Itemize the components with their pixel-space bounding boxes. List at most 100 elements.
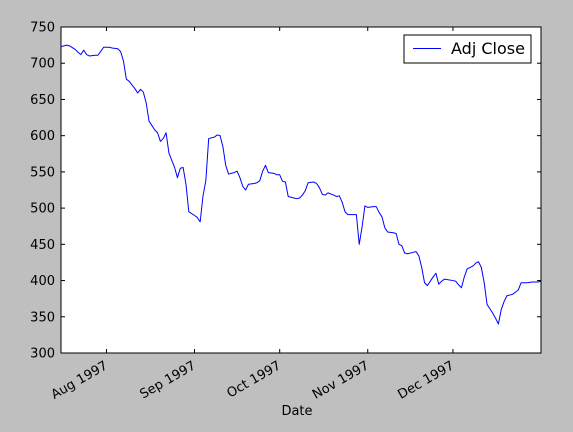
y-tick-label: 700 bbox=[30, 57, 55, 72]
data-point bbox=[161, 136, 166, 141]
data-point bbox=[419, 265, 424, 270]
data-point bbox=[277, 172, 282, 177]
data-point bbox=[524, 280, 529, 285]
data-point bbox=[340, 200, 345, 205]
x-tick-label: Oct 1997 bbox=[224, 358, 283, 401]
data-point bbox=[479, 265, 484, 270]
data-point bbox=[360, 224, 365, 229]
data-point bbox=[357, 242, 362, 247]
x-tick-label: Sep 1997 bbox=[138, 358, 199, 402]
data-point bbox=[172, 165, 177, 170]
data-point bbox=[485, 302, 490, 307]
data-point bbox=[374, 204, 379, 209]
data-point bbox=[490, 311, 495, 316]
data-point bbox=[223, 163, 228, 168]
data-point bbox=[303, 188, 308, 193]
data-point bbox=[317, 185, 322, 190]
data-point bbox=[442, 277, 447, 282]
data-point bbox=[493, 316, 498, 321]
data-point bbox=[218, 133, 223, 138]
data-point bbox=[226, 172, 231, 177]
data-point bbox=[155, 130, 160, 135]
data-point bbox=[476, 259, 481, 264]
data-point bbox=[260, 169, 265, 174]
data-point bbox=[496, 322, 501, 327]
data-point bbox=[266, 170, 271, 175]
series-layer bbox=[60, 43, 542, 327]
legend-label-adj-close: Adj Close bbox=[451, 39, 525, 58]
y-tick-label: 650 bbox=[30, 93, 55, 108]
data-point bbox=[306, 180, 311, 185]
data-point bbox=[81, 48, 86, 53]
data-point bbox=[220, 144, 225, 149]
data-point bbox=[377, 210, 382, 215]
data-point bbox=[263, 163, 268, 168]
y-tick-label: 450 bbox=[30, 238, 55, 253]
y-tick-label: 400 bbox=[30, 274, 55, 289]
legend: Adj Close bbox=[403, 34, 532, 64]
data-point bbox=[382, 225, 387, 230]
data-point bbox=[399, 243, 404, 248]
data-point bbox=[314, 181, 319, 186]
data-point bbox=[144, 101, 149, 106]
data-point bbox=[201, 193, 206, 198]
data-point bbox=[283, 180, 288, 185]
data-point bbox=[286, 194, 291, 199]
data-point bbox=[206, 136, 211, 141]
data-point bbox=[110, 46, 115, 51]
x-tick-label: Dec 1997 bbox=[395, 358, 457, 402]
data-point bbox=[425, 283, 430, 288]
data-point bbox=[87, 53, 92, 58]
data-point bbox=[385, 230, 390, 235]
data-point bbox=[243, 188, 248, 193]
y-tick-label: 750 bbox=[30, 21, 55, 36]
data-point bbox=[246, 182, 251, 187]
data-point bbox=[186, 209, 191, 214]
data-point bbox=[482, 280, 487, 285]
data-point bbox=[235, 169, 240, 174]
data-point bbox=[237, 175, 242, 180]
series-line-adj-close bbox=[60, 44, 542, 325]
data-point bbox=[502, 299, 507, 304]
data-point bbox=[325, 190, 330, 195]
data-point bbox=[257, 178, 262, 183]
data-point bbox=[118, 49, 123, 54]
data-point bbox=[166, 151, 171, 156]
data-point bbox=[504, 293, 509, 298]
data-point bbox=[164, 130, 169, 135]
data-point bbox=[459, 285, 464, 290]
plot-frame bbox=[60, 26, 542, 354]
data-point bbox=[379, 214, 384, 219]
data-point bbox=[462, 274, 467, 279]
y-tick-label: 500 bbox=[30, 202, 55, 217]
data-point bbox=[67, 43, 72, 48]
y-tick-label: 550 bbox=[30, 165, 55, 180]
x-tick-label: Aug 1997 bbox=[49, 358, 111, 402]
data-point bbox=[345, 212, 350, 217]
data-point bbox=[433, 271, 438, 276]
y-axis: 300 350 400 450 500 550 600 650 700 750 bbox=[30, 21, 541, 362]
data-point bbox=[181, 165, 186, 170]
data-point bbox=[416, 253, 421, 258]
x-tick-label: Nov 1997 bbox=[310, 358, 372, 402]
y-tick-label: 350 bbox=[30, 310, 55, 325]
data-point bbox=[121, 59, 126, 64]
data-point bbox=[465, 266, 470, 271]
data-point bbox=[147, 119, 152, 124]
data-point bbox=[78, 52, 83, 57]
data-point bbox=[203, 178, 208, 183]
data-point bbox=[337, 193, 342, 198]
plot-area bbox=[61, 27, 541, 353]
data-point bbox=[530, 280, 535, 285]
x-axis-label: Date bbox=[281, 404, 312, 419]
y-tick-label: 300 bbox=[30, 347, 55, 362]
data-point bbox=[499, 307, 504, 312]
y-tick-label: 600 bbox=[30, 129, 55, 144]
data-point bbox=[414, 249, 419, 254]
data-point bbox=[127, 79, 132, 84]
data-point bbox=[141, 90, 146, 95]
data-point bbox=[183, 182, 188, 187]
data-point bbox=[175, 175, 180, 180]
data-point bbox=[300, 193, 305, 198]
